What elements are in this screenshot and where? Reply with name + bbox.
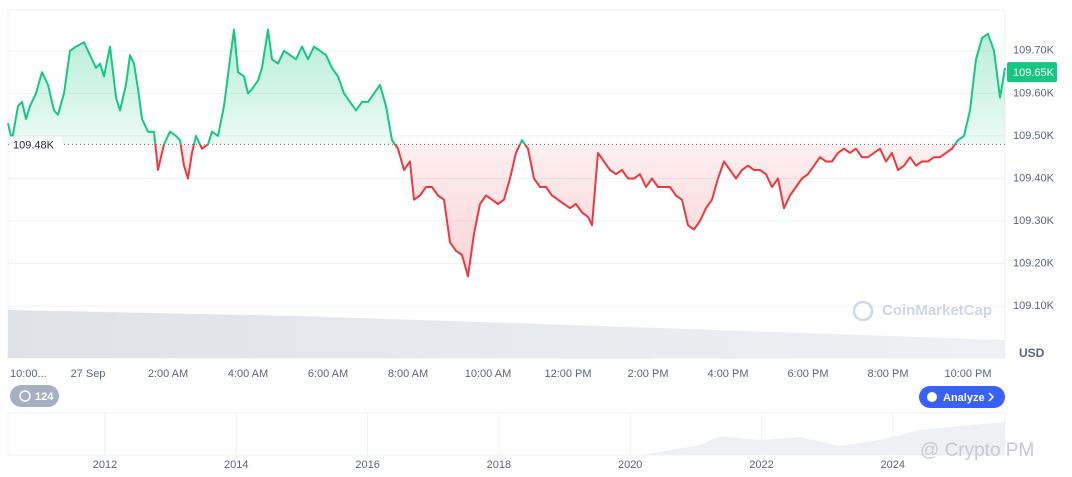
analyze-label: Analyze bbox=[943, 392, 985, 404]
history-icon bbox=[19, 390, 31, 402]
x-tick-label: 12:00 PM bbox=[544, 368, 591, 380]
y-tick-label: 109.70K bbox=[1013, 45, 1055, 57]
navigator-year: 2020 bbox=[618, 459, 642, 471]
x-tick-label: 8:00 AM bbox=[388, 368, 428, 380]
x-tick-label: 8:00 PM bbox=[868, 368, 909, 380]
price-tag bbox=[1007, 62, 1057, 83]
navigator-year: 2014 bbox=[224, 459, 248, 471]
currency-label: USD bbox=[1019, 346, 1045, 360]
volume-area bbox=[8, 310, 1005, 358]
x-tick-label: 2:00 AM bbox=[148, 368, 188, 380]
watermark-text: CoinMarketCap bbox=[882, 302, 992, 319]
analyze-chevron bbox=[988, 392, 995, 402]
watermark: CoinMarketCap bbox=[852, 300, 992, 322]
x-tick-label: 4:00 PM bbox=[708, 368, 749, 380]
x-tick-label: 10:00... bbox=[10, 368, 47, 380]
navigator-year: 2022 bbox=[749, 459, 773, 471]
y-tick-label: 109.50K bbox=[1013, 130, 1055, 142]
analyze-icon bbox=[927, 392, 937, 402]
analyze-button[interactable] bbox=[919, 386, 1005, 408]
y-tick-label: 109.20K bbox=[1013, 257, 1055, 269]
y-tick-label: 109.30K bbox=[1013, 215, 1055, 227]
y-tick-label: 109.40K bbox=[1013, 172, 1055, 184]
area bbox=[8, 29, 1005, 277]
overlay-watermark: @ Crypto PM bbox=[920, 440, 1034, 461]
baseline-label-bg bbox=[10, 136, 62, 153]
y-tick-label: 109.60K bbox=[1013, 87, 1055, 99]
x-tick-label: 10:00 AM bbox=[465, 368, 511, 380]
history-badge[interactable] bbox=[10, 385, 59, 407]
x-tick-label: 10:00 PM bbox=[944, 368, 991, 380]
y-tick-label: 109.10K bbox=[1013, 300, 1055, 312]
x-tick-label: 2:00 PM bbox=[628, 368, 669, 380]
x-tick-label: 6:00 PM bbox=[788, 368, 829, 380]
price-line bbox=[7, 28, 1006, 278]
x-tick-label: 4:00 AM bbox=[228, 368, 268, 380]
navigator-year: 2018 bbox=[487, 459, 511, 471]
price-tag-label: 109.65K bbox=[1013, 67, 1055, 79]
history-count: 124 bbox=[35, 391, 54, 403]
navigator-year: 2016 bbox=[355, 459, 379, 471]
navigator-year: 2012 bbox=[93, 459, 117, 471]
baseline-label: 109.48K bbox=[13, 139, 55, 151]
x-tick-label: 27 Sep bbox=[71, 368, 106, 380]
navigator-year: 2024 bbox=[881, 459, 905, 471]
navigator-area bbox=[640, 422, 1005, 455]
x-tick-label: 6:00 AM bbox=[308, 368, 348, 380]
